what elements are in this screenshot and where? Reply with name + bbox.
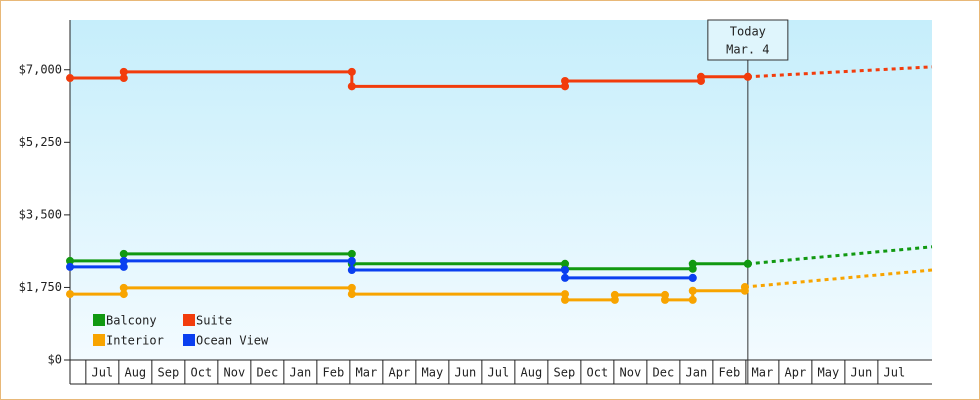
today-date: Mar. 4 [726, 43, 769, 57]
x-tick-label: Jan [686, 366, 708, 380]
forecast-line [747, 245, 933, 266]
point [688, 259, 697, 268]
today-label: Today [730, 25, 766, 39]
legend-label: Ocean View [196, 334, 269, 348]
point [347, 283, 356, 292]
point [561, 295, 570, 304]
point [66, 74, 74, 83]
x-tick-label: Aug [521, 366, 543, 380]
legend-swatch [183, 334, 195, 346]
y-tick-label: $7,000 [19, 62, 62, 76]
x-tick-label: Jul [884, 366, 906, 380]
x-tick-label: Jun [851, 366, 873, 380]
point [561, 290, 570, 299]
legend-swatch [93, 334, 105, 346]
point [66, 256, 74, 265]
x-tick-label: Dec [653, 366, 675, 380]
x-tick-label: Nov [224, 366, 246, 380]
y-tick-label: $1,750 [19, 280, 62, 294]
point [119, 74, 128, 83]
point [561, 76, 570, 85]
point [347, 249, 356, 258]
x-tick-label: Oct [587, 366, 609, 380]
point [119, 262, 128, 271]
x-tick-label: May [818, 366, 840, 380]
x-tick-label: Feb [719, 366, 741, 380]
point [661, 295, 670, 304]
x-tick-label: Jan [290, 366, 312, 380]
point [347, 256, 356, 265]
point [347, 82, 356, 91]
legend-label: Interior [106, 334, 164, 348]
point [740, 283, 749, 292]
today-box [707, 19, 789, 61]
plot-area [70, 20, 932, 360]
x-tick-label: Jul [91, 366, 113, 380]
point [347, 290, 356, 299]
y-tick-label: $0 [48, 353, 62, 367]
point [66, 290, 74, 299]
x-tick-label: Sep [158, 366, 180, 380]
x-tick-label: Mar [752, 366, 774, 380]
point [119, 249, 128, 258]
x-tick-label: Nov [620, 366, 642, 380]
point [347, 67, 356, 76]
point [743, 72, 752, 81]
x-tick-label: May [422, 366, 444, 380]
legend-swatch [183, 314, 195, 326]
point [119, 283, 128, 292]
point [610, 290, 619, 299]
point [561, 266, 570, 275]
x-tick-label: Aug [124, 366, 146, 380]
legend-swatch [93, 314, 105, 326]
point [696, 72, 705, 81]
point [561, 273, 570, 282]
point [119, 256, 128, 265]
x-tick-label: Sep [554, 366, 576, 380]
x-tick-label: Dec [257, 366, 279, 380]
x-tick-label: Feb [323, 366, 345, 380]
forecast-line [747, 65, 933, 79]
y-tick-label: $5,250 [19, 135, 62, 149]
point [66, 262, 74, 271]
y-tick-label: $3,500 [19, 207, 62, 221]
point [688, 295, 697, 304]
x-tick-label: Mar [356, 366, 378, 380]
point [119, 67, 128, 76]
point [688, 286, 697, 295]
legend-label: Balcony [106, 314, 157, 328]
point [743, 259, 752, 268]
point [347, 266, 356, 275]
x-tick-label: Apr [389, 366, 411, 380]
legend-label: Suite [196, 314, 232, 328]
x-tick-label: Apr [785, 366, 807, 380]
point [688, 273, 697, 282]
point [119, 290, 128, 299]
x-tick-label: Oct [191, 366, 213, 380]
x-tick-label: Jun [455, 366, 477, 380]
x-tick-label: Jul [488, 366, 510, 380]
